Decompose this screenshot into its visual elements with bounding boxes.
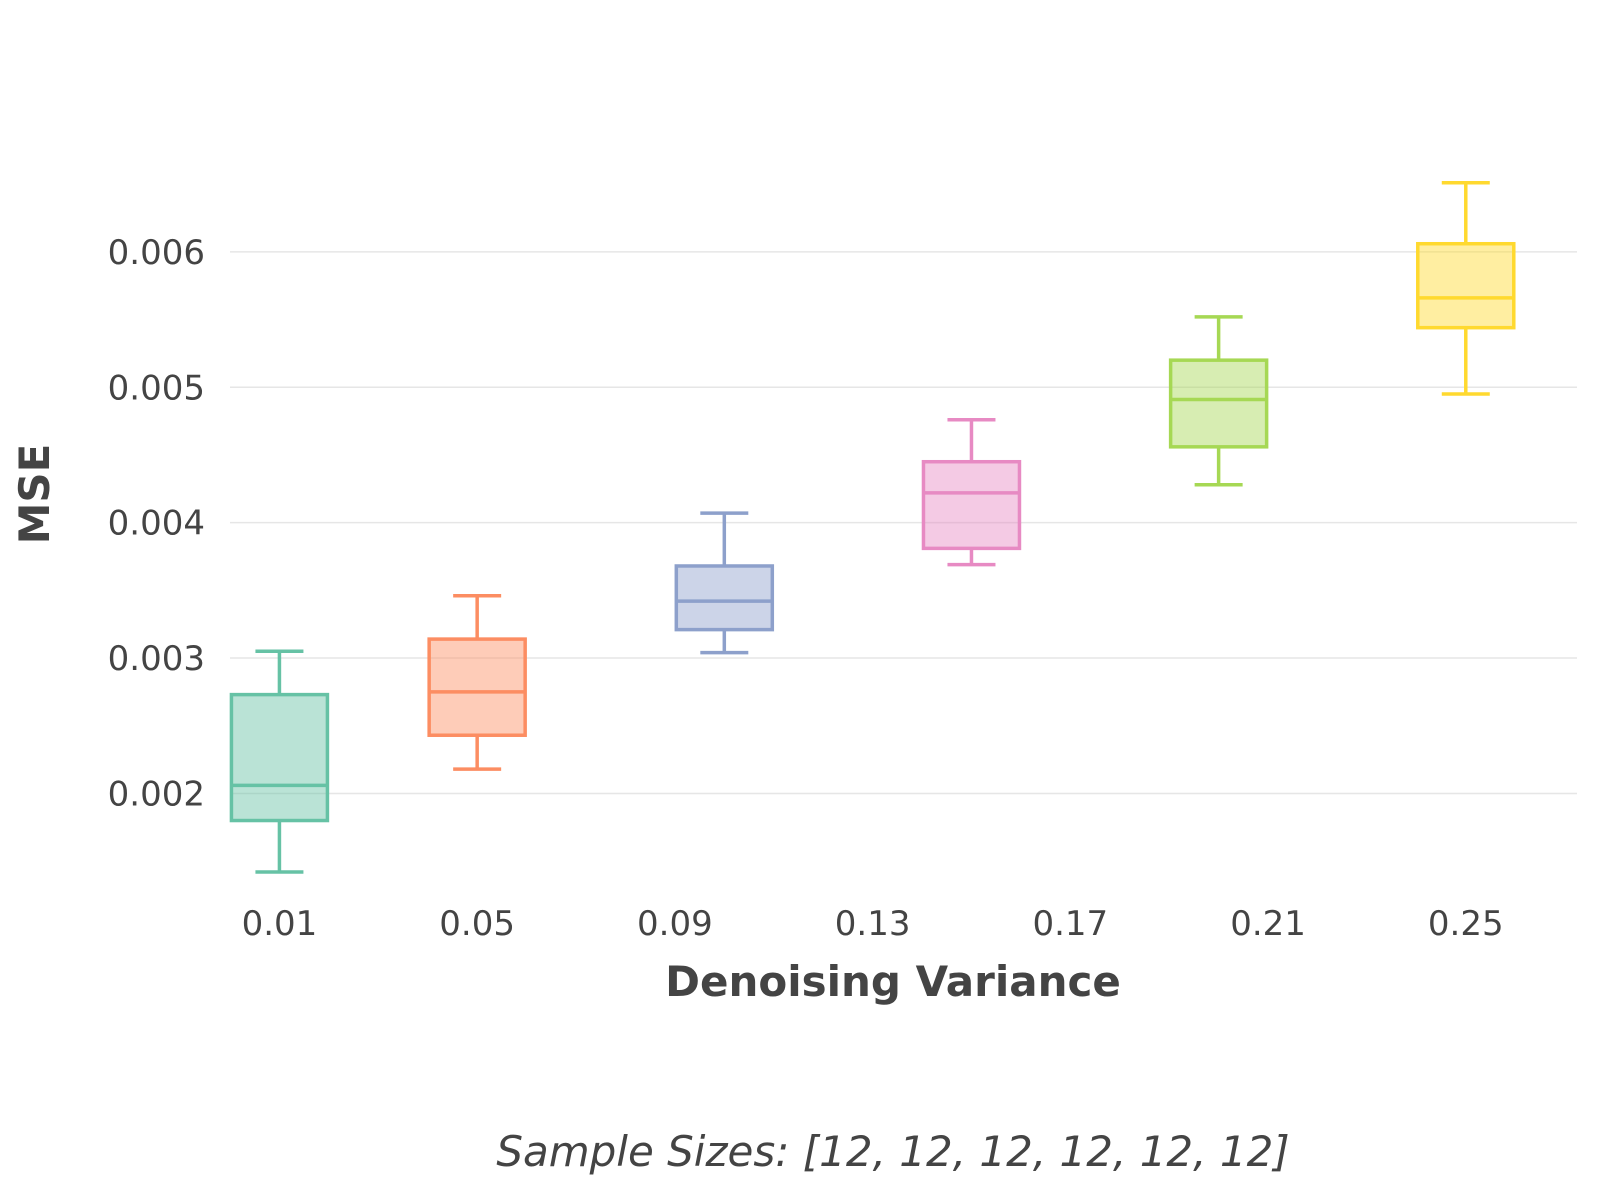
x-tick-label: 0.21: [1230, 904, 1306, 944]
x-tick-label: 0.25: [1428, 904, 1504, 944]
x-axis-ticks: 0.01 0.05 0.09 0.13 0.17 0.21 0.25: [242, 904, 1504, 944]
x-axis-title: Denoising Variance: [665, 957, 1121, 1006]
box: [921, 418, 1022, 567]
x-tick-label: 0.05: [439, 904, 515, 944]
y-tick-label: 0.004: [108, 504, 205, 544]
iqr-box: [921, 459, 1022, 551]
x-tick-label: 0.09: [637, 904, 713, 944]
box: [229, 649, 330, 874]
y-axis-title: MSE: [10, 444, 59, 545]
box: [1168, 315, 1269, 487]
box: [427, 594, 527, 771]
box: [674, 511, 775, 655]
boxes: [229, 181, 1516, 874]
y-tick-label: 0.005: [108, 368, 205, 408]
iqr-box: [1416, 241, 1516, 330]
box: [1416, 181, 1516, 396]
iqr-box: [229, 692, 330, 823]
iqr-box: [1168, 358, 1269, 449]
y-axis-ticks: 0.002 0.003 0.004 0.005 0.006: [108, 233, 205, 815]
x-tick-label: 0.17: [1032, 904, 1108, 944]
x-tick-label: 0.01: [242, 904, 318, 944]
y-tick-label: 0.006: [108, 233, 205, 273]
iqr-box: [674, 564, 775, 632]
y-tick-label: 0.002: [108, 774, 205, 814]
y-gridlines: [230, 251, 1577, 795]
iqr-box: [427, 637, 527, 737]
sample-sizes-caption: Sample Sizes: [12, 12, 12, 12, 12, 12]: [496, 1127, 1289, 1176]
y-tick-label: 0.003: [108, 639, 205, 679]
x-tick-label: 0.13: [835, 904, 911, 944]
